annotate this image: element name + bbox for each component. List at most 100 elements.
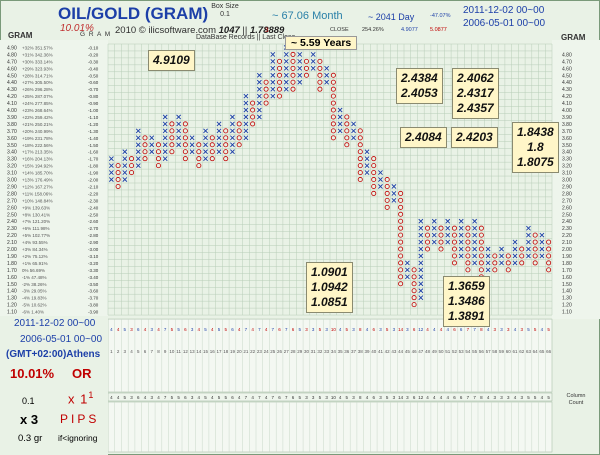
o-mark	[209, 156, 215, 162]
y-tick-label: 3.00	[7, 178, 17, 184]
column-count: 5	[218, 327, 221, 332]
y-tick-label: 1.90	[7, 254, 17, 260]
o-mark	[250, 100, 256, 106]
count-cell: 8	[480, 395, 483, 400]
count-cell: 6	[460, 395, 463, 400]
o-mark	[465, 253, 471, 259]
x-mark	[230, 114, 235, 120]
o-mark	[492, 267, 498, 273]
o-mark	[546, 253, 552, 259]
column-number: 40	[371, 349, 377, 354]
x-mark	[485, 260, 491, 266]
x-mark	[122, 156, 128, 162]
o-mark	[290, 58, 296, 64]
o-mark	[478, 253, 484, 259]
y-tick-label: 4.00	[7, 108, 17, 114]
x-mark	[176, 128, 182, 134]
x-mark	[230, 149, 235, 155]
annotation-f: 1.0901 1.0942 1.0851	[306, 262, 353, 313]
x-mark	[512, 239, 518, 245]
small-percent: -47.07%	[430, 13, 451, 19]
x-mark	[472, 260, 478, 266]
right-tick-label: 2.00	[562, 247, 572, 253]
column-count-label: Column Count	[556, 393, 596, 407]
x-mark	[418, 295, 424, 301]
right-tick-label: 4.50	[562, 73, 572, 79]
column-number: 58	[492, 349, 498, 354]
x-mark	[230, 121, 235, 127]
x-mark	[162, 135, 168, 141]
right-tick-label: 2.50	[562, 212, 572, 218]
column-count: 3	[393, 327, 396, 332]
count-cell: 5	[224, 395, 227, 400]
o-mark	[277, 65, 283, 71]
o-mark	[223, 156, 229, 162]
x-mark	[472, 246, 478, 252]
x-mark	[458, 218, 464, 224]
column-number: 14	[196, 349, 202, 354]
y-tick-label: 4.10	[7, 101, 17, 107]
x-mark	[270, 93, 276, 99]
o-mark	[209, 135, 215, 141]
o-mark	[411, 281, 417, 287]
info-or: OR	[72, 366, 92, 381]
annotation-line: 2.4062	[457, 71, 494, 85]
count-cell: 4	[110, 395, 113, 400]
x-mark	[364, 163, 370, 169]
y-tick-label: 3.30	[7, 157, 17, 163]
column-number: 2	[117, 349, 120, 354]
x-mark	[176, 135, 182, 141]
diff-tick-label: -2.80	[88, 233, 99, 238]
pct-tick-label: +24% 277.85%	[22, 101, 53, 106]
column-count: 4	[426, 327, 429, 332]
x-mark	[256, 114, 262, 120]
column-count: 4	[440, 327, 443, 332]
column-count: 4	[514, 327, 517, 332]
o-mark	[182, 135, 188, 141]
pct-tick-label: +26% 296.28%	[22, 87, 53, 92]
x-mark	[162, 128, 168, 134]
count-cell: 3	[305, 395, 308, 400]
column-number: 25	[270, 349, 276, 354]
pct-tick-label: +5% 102.77%	[22, 233, 50, 238]
column-number: 4	[130, 349, 133, 354]
count-cell: 3	[379, 395, 382, 400]
o-mark	[384, 183, 390, 189]
annotation-line: 1.0851	[311, 295, 348, 309]
pct-tick-label: +20% 240.99%	[22, 129, 53, 134]
count-cell: 7	[258, 395, 261, 400]
last-close-value: 1.78889	[249, 25, 285, 36]
annotation-g: 1.3659 1.3486 1.3891	[443, 276, 490, 327]
o-mark	[236, 142, 242, 148]
column-number: 17	[216, 349, 222, 354]
x-mark	[270, 79, 276, 85]
o-mark	[155, 156, 161, 162]
x-mark	[243, 100, 249, 106]
o-mark	[357, 177, 363, 183]
x-mark	[391, 197, 397, 203]
pct-tick-label: +8% 130.41%	[22, 212, 50, 217]
x-mark	[122, 170, 128, 175]
x-mark	[418, 260, 424, 266]
pct-tick-label: +6% 111.98%	[22, 226, 49, 231]
diff-tick-label: -1.80	[88, 164, 99, 169]
o-mark	[425, 239, 431, 245]
x-mark	[256, 100, 262, 106]
column-count: 3	[406, 327, 409, 332]
x-mark	[230, 128, 235, 134]
info-date-end: 2011-12-02 00~00	[14, 318, 96, 329]
column-number: 8	[157, 349, 160, 354]
column-number: 26	[277, 349, 283, 354]
x-mark	[122, 149, 128, 155]
annotation-line: 1.8075	[517, 155, 554, 169]
column-number: 15	[203, 349, 209, 354]
diff-tick-label: -2.00	[88, 178, 99, 183]
x-mark	[149, 135, 155, 141]
diff-tick-label: -3.10	[88, 254, 99, 259]
pct-tick-label: -1% 47.48%	[22, 275, 47, 280]
column-number: 63	[526, 349, 532, 354]
x-mark	[149, 142, 155, 148]
x-mark	[297, 65, 303, 71]
o-mark	[263, 79, 269, 85]
x-mark	[445, 232, 451, 238]
